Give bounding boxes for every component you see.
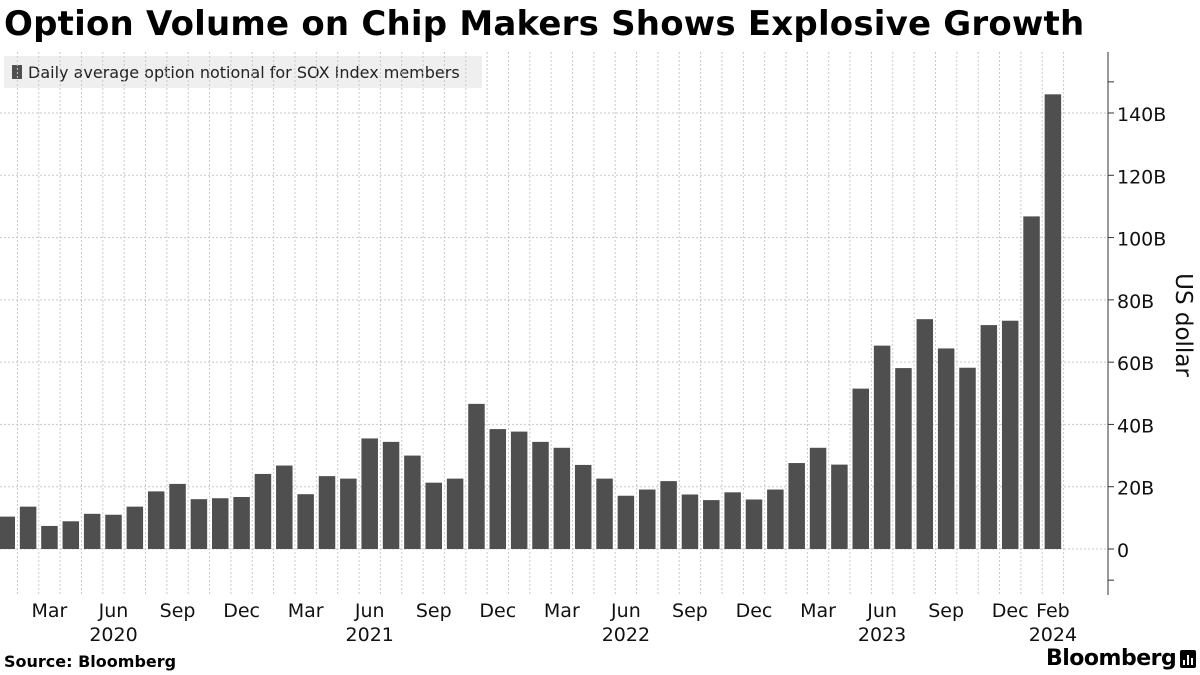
x-tick-label-month: Mar bbox=[800, 600, 836, 622]
bar bbox=[19, 506, 37, 549]
bar bbox=[681, 494, 699, 549]
bar bbox=[596, 478, 613, 549]
y-tick-label: 80B bbox=[1117, 291, 1154, 313]
bar bbox=[404, 455, 421, 549]
bar bbox=[62, 521, 80, 549]
y-tick-label: 140B bbox=[1117, 104, 1166, 126]
x-tick-label-month: Jun bbox=[610, 600, 641, 622]
x-tick-label-year: 2021 bbox=[346, 624, 394, 646]
bar bbox=[767, 489, 784, 549]
x-tick-label-month: Sep bbox=[672, 600, 708, 622]
y-tick-label: 60B bbox=[1117, 353, 1154, 375]
x-tick-label-year: 2022 bbox=[602, 624, 650, 646]
bar bbox=[190, 499, 208, 549]
bar bbox=[873, 345, 891, 549]
bar bbox=[574, 464, 592, 549]
x-tick-label-month: Jun bbox=[98, 600, 129, 622]
x-tick-label-month: Mar bbox=[288, 600, 324, 622]
bar bbox=[1044, 94, 1062, 550]
bar bbox=[489, 429, 507, 549]
source-note: Source: Bloomberg bbox=[4, 652, 177, 671]
y-tick-label: 40B bbox=[1117, 415, 1154, 437]
x-tick-label-month: Dec bbox=[736, 600, 773, 622]
legend-label: Daily average option notional for SOX In… bbox=[28, 62, 460, 82]
x-tick-label-month: Feb bbox=[1036, 600, 1070, 622]
bar bbox=[297, 494, 314, 549]
bar bbox=[361, 438, 378, 549]
chart-title: Option Volume on Chip Makers Shows Explo… bbox=[4, 4, 1085, 44]
bar bbox=[617, 495, 635, 549]
y-tick-label: 100B bbox=[1117, 229, 1166, 251]
bar bbox=[1001, 320, 1019, 549]
legend: Daily average option notional for SOX In… bbox=[4, 56, 482, 88]
bar bbox=[788, 463, 805, 549]
x-tick-label-year: 2020 bbox=[89, 624, 137, 646]
bloomberg-terminal-icon bbox=[1180, 650, 1196, 668]
bar bbox=[959, 367, 976, 549]
x-tick-label-month: Dec bbox=[992, 600, 1029, 622]
bar bbox=[382, 441, 400, 549]
x-tick-label-month: Jun bbox=[866, 600, 897, 622]
bar bbox=[340, 478, 357, 549]
bar bbox=[639, 489, 656, 549]
bar bbox=[0, 516, 15, 549]
bar bbox=[1023, 216, 1040, 549]
bar bbox=[147, 491, 165, 549]
x-tick-label-month: Mar bbox=[32, 600, 68, 622]
bar bbox=[233, 496, 250, 549]
bar bbox=[724, 492, 741, 549]
y-tick-label: 20B bbox=[1117, 478, 1154, 500]
bar bbox=[318, 476, 336, 549]
bar bbox=[83, 513, 101, 549]
x-tick-label-month: Sep bbox=[160, 600, 196, 622]
x-tick-label-year: 2024 bbox=[1029, 624, 1077, 646]
bar bbox=[553, 447, 571, 549]
bar bbox=[895, 368, 912, 549]
bar bbox=[510, 431, 528, 549]
x-tick-label-year: 2023 bbox=[858, 624, 906, 646]
bar bbox=[831, 464, 848, 549]
brand-logo: Bloomberg bbox=[1046, 646, 1177, 671]
x-tick-label-month: Jun bbox=[354, 600, 385, 622]
bar bbox=[916, 319, 934, 549]
bar bbox=[468, 403, 485, 549]
bar bbox=[852, 388, 869, 549]
bar bbox=[937, 348, 955, 549]
x-tick-label-month: Dec bbox=[223, 600, 260, 622]
bar bbox=[276, 465, 293, 549]
bar bbox=[41, 525, 58, 549]
bar bbox=[703, 500, 720, 549]
y-tick-label: 0 bbox=[1117, 540, 1129, 562]
bar bbox=[126, 506, 144, 549]
x-tick-label-month: Sep bbox=[928, 600, 964, 622]
x-tick-label-month: Mar bbox=[544, 600, 580, 622]
y-axis-title: US dollar bbox=[1170, 273, 1196, 377]
x-tick-label-month: Dec bbox=[479, 600, 516, 622]
bar bbox=[254, 473, 272, 549]
y-tick-label: 120B bbox=[1117, 166, 1166, 188]
bar bbox=[532, 441, 549, 549]
bar bbox=[212, 498, 229, 549]
bar bbox=[446, 478, 464, 549]
bar bbox=[980, 325, 998, 549]
bar bbox=[169, 483, 186, 549]
bar bbox=[809, 447, 827, 549]
x-tick-label-month: Sep bbox=[416, 600, 452, 622]
bar bbox=[660, 481, 677, 549]
bar bbox=[425, 482, 442, 549]
bar bbox=[745, 499, 763, 549]
bar bbox=[105, 514, 122, 549]
